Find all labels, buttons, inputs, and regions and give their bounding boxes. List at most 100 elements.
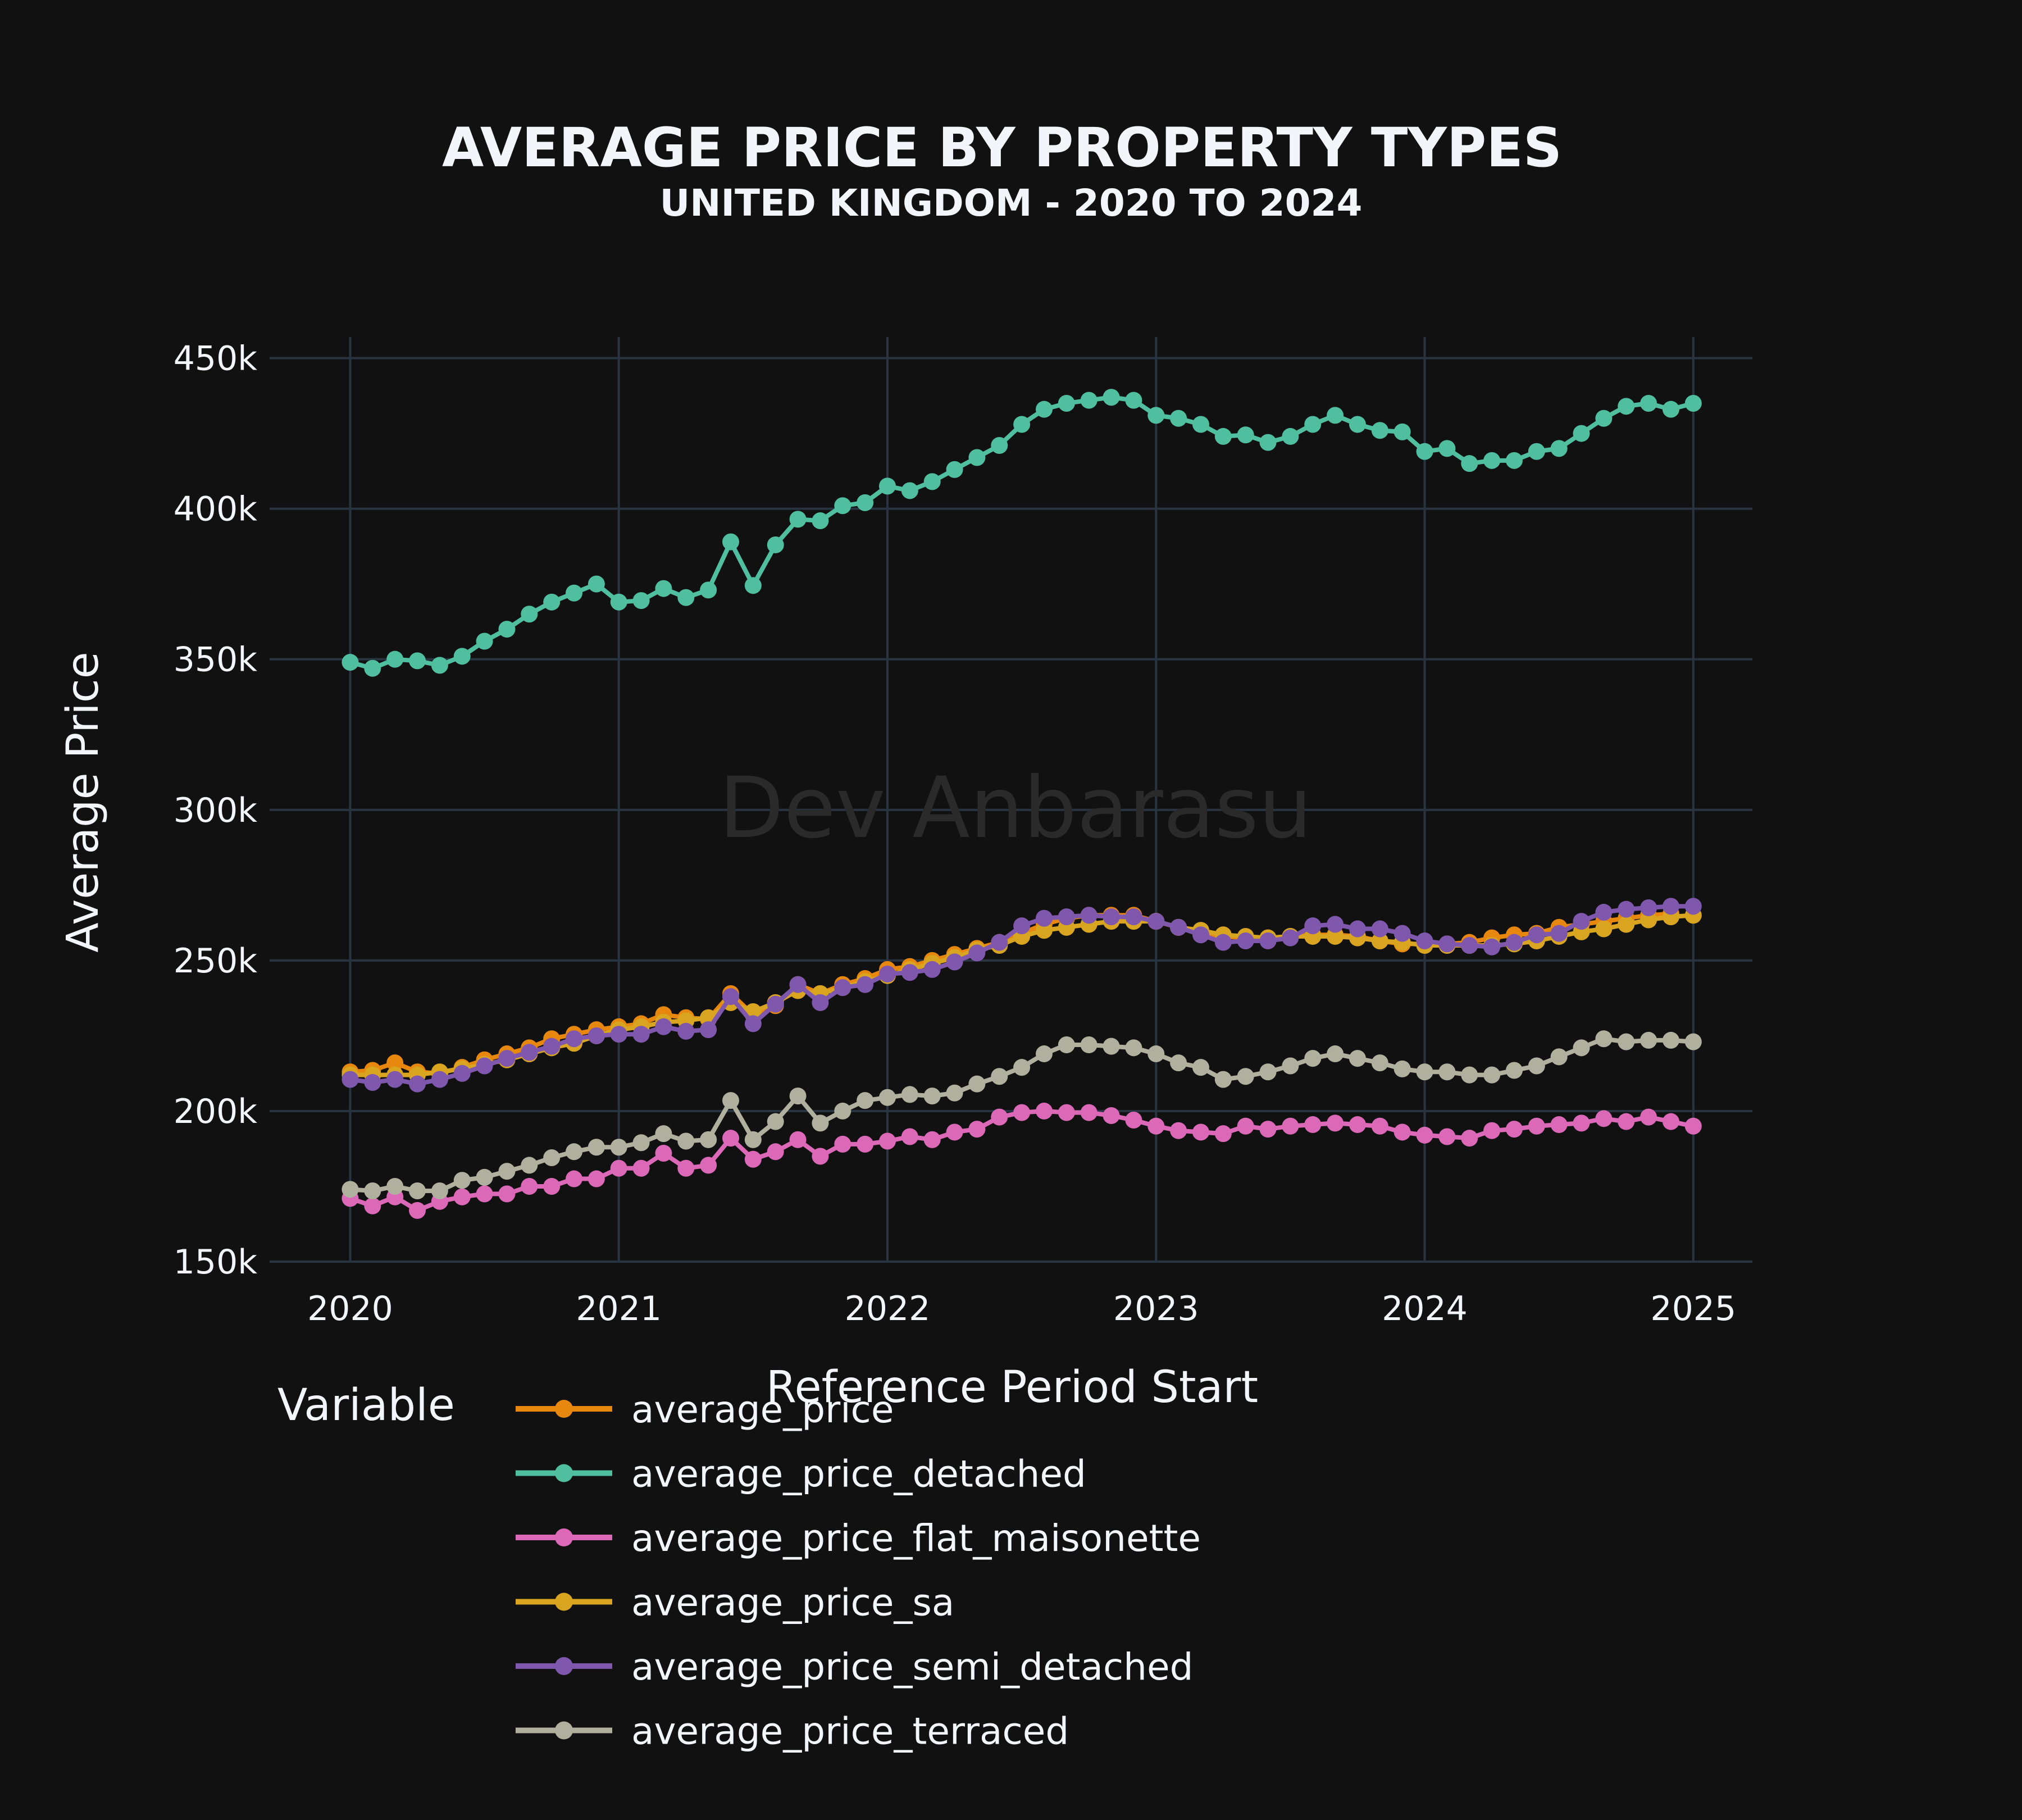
data-point	[1662, 401, 1679, 418]
data-point	[1013, 917, 1031, 935]
chart-title: AVERAGE PRICE BY PROPERTY TYPES	[442, 116, 1562, 179]
data-point	[566, 1170, 583, 1187]
data-point	[566, 1030, 583, 1048]
data-point	[923, 1088, 941, 1105]
data-point	[521, 1044, 538, 1061]
data-point	[923, 1131, 941, 1148]
data-point	[476, 1185, 493, 1203]
data-point	[1684, 394, 1702, 412]
data-point	[1483, 452, 1501, 469]
data-point	[1416, 1063, 1433, 1081]
data-point	[1438, 935, 1456, 953]
data-point	[789, 511, 807, 528]
x-axis-ticks: 2020 2021 2022 2023 2024 2025	[307, 1289, 1736, 1328]
data-point	[566, 584, 583, 602]
data-point	[1147, 407, 1165, 424]
data-point	[1013, 1059, 1031, 1076]
legend-label: average_price	[631, 1388, 894, 1431]
data-point	[1259, 434, 1277, 451]
data-point	[968, 944, 986, 962]
data-point	[1013, 416, 1031, 433]
data-point	[543, 1149, 561, 1167]
legend-item: average_price_sa	[516, 1581, 954, 1625]
data-point	[1327, 927, 1344, 945]
data-point	[946, 1123, 963, 1141]
data-point	[1461, 937, 1478, 954]
data-point	[543, 1177, 561, 1195]
data-point	[1259, 1121, 1277, 1138]
data-point	[1214, 427, 1232, 445]
data-point	[476, 633, 493, 650]
data-point	[1505, 1062, 1523, 1079]
chart-subtitle: UNITED KINGDOM - 2020 TO 2024	[660, 181, 1363, 225]
data-point	[722, 533, 740, 550]
data-point	[655, 1125, 672, 1143]
data-point	[498, 1163, 516, 1180]
data-point	[1371, 920, 1388, 938]
data-point	[1282, 929, 1299, 947]
x-tick-label: 2024	[1382, 1289, 1468, 1328]
data-point	[1304, 416, 1322, 433]
legend-title: Variable	[277, 1380, 455, 1431]
data-point	[1035, 401, 1053, 418]
data-point	[700, 1157, 717, 1174]
series-average_price_detached	[341, 389, 1702, 677]
data-point	[1080, 1104, 1097, 1121]
data-point	[543, 1038, 561, 1055]
data-point	[1662, 1113, 1679, 1130]
data-point	[431, 1182, 448, 1200]
data-point	[1125, 392, 1142, 409]
data-point	[901, 964, 918, 981]
legend-item: average_price_semi_detached	[516, 1645, 1194, 1689]
legend: average_price average_price_detachedavera…	[516, 1388, 1201, 1753]
data-point	[655, 580, 672, 597]
series-layer	[341, 389, 1702, 1219]
data-point	[1170, 1122, 1187, 1139]
data-point	[812, 512, 829, 530]
legend-label: average_price_terraced	[631, 1710, 1069, 1753]
y-tick-label: 250k	[174, 941, 258, 981]
data-point	[498, 1050, 516, 1067]
data-point	[1080, 907, 1097, 924]
data-point	[1125, 1039, 1142, 1057]
data-point	[1237, 1117, 1254, 1135]
data-point	[722, 988, 740, 1005]
data-point	[386, 1071, 404, 1088]
legend-swatch-marker	[555, 1593, 573, 1611]
data-point	[744, 577, 762, 594]
data-point	[991, 437, 1008, 454]
data-point	[744, 1015, 762, 1032]
data-point	[1192, 926, 1209, 944]
data-point	[968, 1121, 986, 1138]
data-point	[677, 1132, 695, 1150]
data-point	[857, 494, 874, 511]
data-point	[588, 575, 605, 593]
data-point	[1327, 916, 1344, 933]
data-point	[968, 1075, 986, 1093]
data-point	[1595, 1030, 1613, 1048]
data-point	[1147, 913, 1165, 930]
data-point	[1214, 1125, 1232, 1143]
data-point	[341, 1071, 359, 1088]
data-point	[700, 1131, 717, 1148]
data-point	[1640, 394, 1657, 412]
legend-swatch-marker	[555, 1528, 573, 1546]
legend-swatch-marker	[555, 1721, 573, 1740]
x-tick-label: 2021	[576, 1289, 662, 1328]
data-point	[923, 473, 941, 490]
data-point	[1103, 908, 1120, 926]
x-tick-label: 2023	[1113, 1289, 1199, 1328]
data-point	[1640, 1108, 1657, 1126]
data-point	[1125, 1112, 1142, 1129]
data-point	[1349, 920, 1366, 938]
data-point	[1640, 911, 1657, 929]
data-point	[431, 1071, 448, 1088]
y-tick-label: 400k	[174, 490, 258, 529]
data-point	[1192, 416, 1209, 433]
data-point	[1416, 932, 1433, 949]
data-point	[946, 953, 963, 971]
data-point	[1192, 1123, 1209, 1141]
data-point	[1393, 925, 1411, 942]
